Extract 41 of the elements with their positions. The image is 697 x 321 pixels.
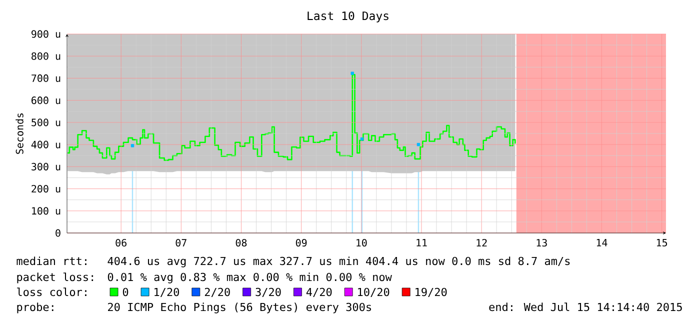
y-tick-label: 300 u <box>32 162 60 170</box>
y-tick-label: 400 u <box>31 140 60 148</box>
legend-label: 1/20 <box>154 288 180 298</box>
x-tick-label: 14 <box>596 238 608 246</box>
point <box>360 137 364 141</box>
y-tick-label: 800 u <box>32 52 60 60</box>
x-tick-label: 12 <box>476 238 487 246</box>
y-tick-label: 600 u <box>32 96 60 104</box>
text: 0.01 % avg 0.83 % max 0.00 % min 0.00 % now <box>108 272 392 284</box>
text: 20 ICMP Echo Pings (56 Bytes) every 300s <box>108 302 371 314</box>
y-tick-label: 100 u <box>32 207 60 215</box>
y-tick-label: 500 u <box>32 118 60 126</box>
legend-label: 10/20 <box>358 288 390 298</box>
x-tick-label: 10 <box>356 238 367 247</box>
x-tick-label: 06 <box>116 238 126 247</box>
legend-label: 19/20 <box>416 288 447 298</box>
x-tick-label: 09 <box>296 238 307 247</box>
legend-label: 2/20 <box>204 288 230 298</box>
y-axis-title: Seconds <box>16 113 24 154</box>
text: end: Wed Jul 15 14:14:40 2015 <box>489 302 682 312</box>
text: probe: <box>17 302 54 314</box>
x-tick-label: 11 <box>416 238 427 246</box>
text: 404.6 us avg 722.7 us max 327.7 us min 404.4 us now 0.0 ms sd 8.7 am/s <box>108 256 570 268</box>
point <box>130 144 134 148</box>
point <box>416 142 420 146</box>
y-tick-label: 0 <box>56 229 60 237</box>
x-tick-label: 13 <box>536 238 547 247</box>
legend-label: 0 <box>122 288 128 296</box>
text: packet loss: <box>17 272 94 284</box>
legend-title: loss color: <box>17 288 86 296</box>
text: median rtt: <box>16 256 86 266</box>
legend-label: 4/20 <box>306 288 332 298</box>
y-tick-label: 900 u <box>32 30 60 38</box>
x-tick-label: 07 <box>176 238 186 247</box>
y-tick-label: 700 u <box>32 74 60 82</box>
x-tick-label: 15 <box>656 238 668 246</box>
point <box>350 72 354 75</box>
legend-label: 3/20 <box>256 288 281 298</box>
y-tick-label: 200 u <box>32 184 60 193</box>
x-tick-label: 08 <box>236 238 247 247</box>
chart-title: Last 10 Days <box>308 11 388 22</box>
